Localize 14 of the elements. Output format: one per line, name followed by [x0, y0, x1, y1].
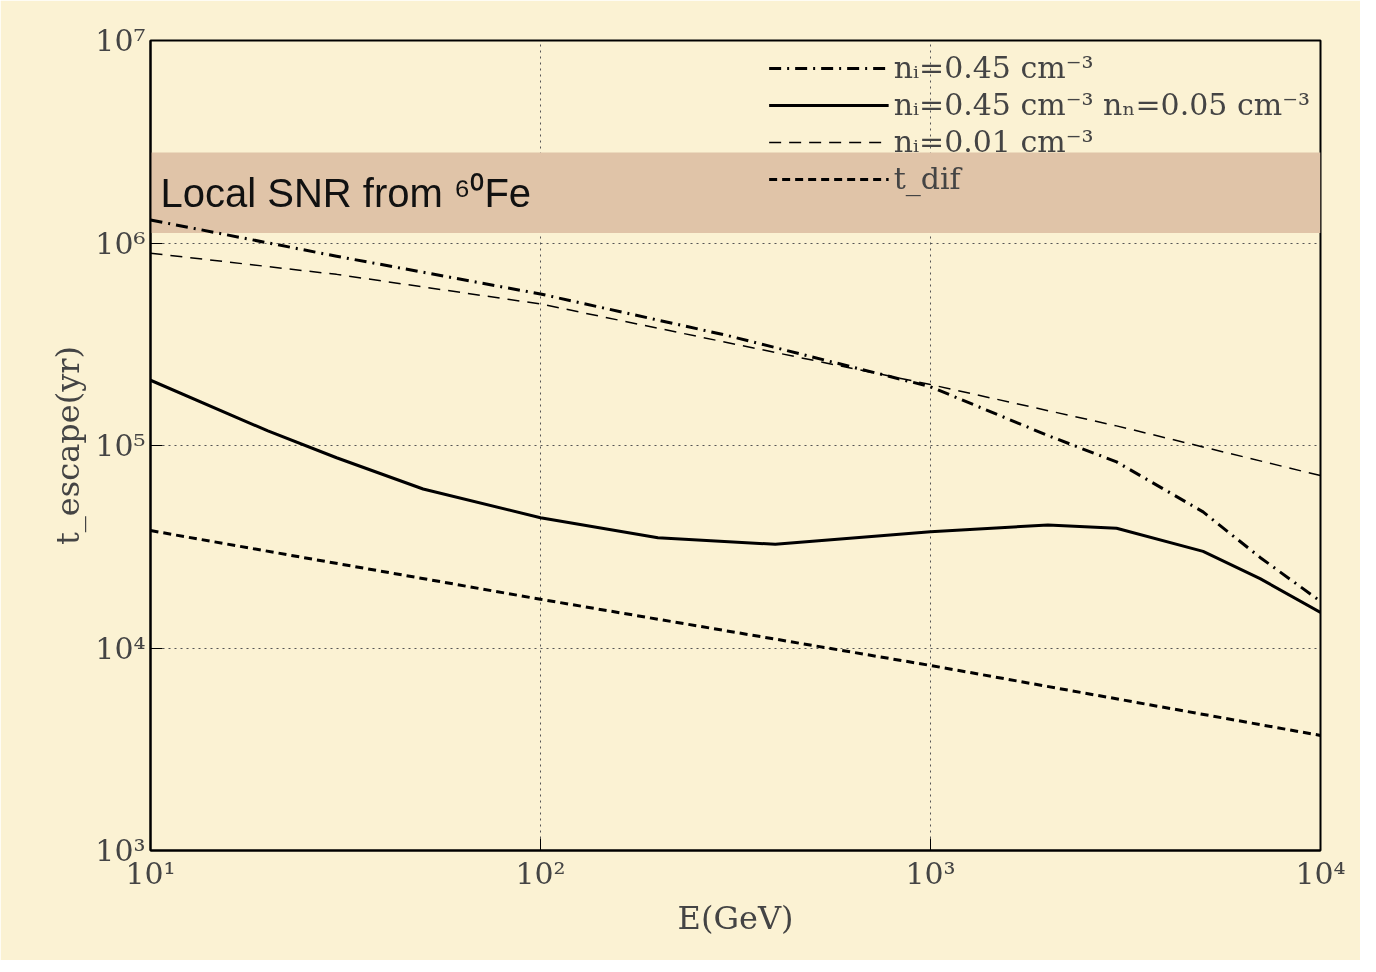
y-tick-label: 10⁶	[95, 225, 146, 261]
band-label: Local SNR from ⁶⁰Fe	[160, 170, 532, 215]
legend-label: t_dif	[893, 161, 961, 196]
legend-label: nᵢ=0.45 cm⁻³	[893, 50, 1094, 85]
y-tick-label: 10⁴	[95, 630, 146, 666]
x-tick-label: 10⁴	[1295, 855, 1346, 891]
legend-label: nᵢ=0.01 cm⁻³	[893, 124, 1094, 159]
x-axis-title: E(GeV)	[677, 898, 794, 937]
x-tick-label: 10³	[905, 855, 956, 891]
y-tick-label: 10⁷	[95, 23, 146, 58]
y-tick-label: 10⁵	[95, 428, 146, 463]
legend-label: nᵢ=0.45 cm⁻³ nₙ=0.05 cm⁻³	[893, 87, 1310, 122]
x-tick-label: 10²	[515, 855, 566, 891]
y-axis-title: t_escape(yr)	[49, 346, 88, 545]
